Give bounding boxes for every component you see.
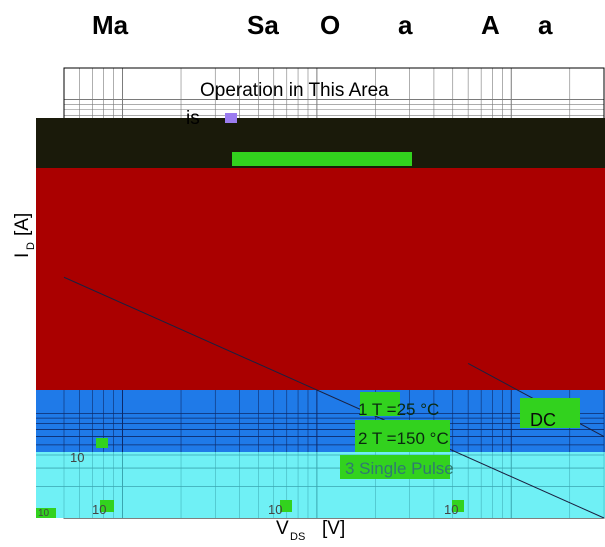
y-axis-label: I D [A] [12, 213, 37, 258]
y-axis-label-sub: D [25, 242, 37, 250]
title-fragment-4: a [398, 10, 413, 40]
x-axis-label: V DS [V] [276, 518, 345, 543]
band-grid [36, 390, 605, 518]
title-fragment-6: a [538, 10, 553, 40]
annotation-area-line2: is [186, 108, 200, 129]
y-tick-label-1: 10 [70, 450, 84, 465]
title-fragment-5: A [481, 10, 500, 40]
title-fragment-1: Ma [92, 10, 129, 40]
purple-patch [225, 113, 237, 123]
series-line-1 [63, 276, 605, 519]
y-axis-label-main: I [12, 253, 33, 258]
annotation-area-line1: Operation in This Area [200, 80, 389, 101]
annotation-note3: 3 Single Pulse [345, 459, 454, 478]
y-tick-label-2: 10 [38, 508, 50, 519]
red-band [36, 168, 605, 390]
annotation-note1: 1 T =25 °C [358, 400, 439, 419]
blue-band [36, 390, 605, 452]
annotation-note2: 2 T =150 °C [358, 429, 449, 448]
x-axis-label-main: V [276, 518, 289, 539]
x-tick-label-2: 10 [268, 502, 282, 517]
green-patches [36, 152, 580, 518]
title-fragment-3: O [320, 10, 341, 40]
x-tick-label-3: 10 [444, 502, 458, 517]
title-fragment-2: Sa [247, 10, 279, 40]
y-axis-label-unit: [A] [12, 213, 33, 236]
cyan-band [36, 452, 605, 518]
x-axis-label-unit: [V] [322, 518, 345, 539]
x-tick-label-1: 10 [92, 502, 106, 517]
x-axis-label-sub: DS [290, 531, 305, 543]
annotation-dc: DC [530, 410, 556, 430]
